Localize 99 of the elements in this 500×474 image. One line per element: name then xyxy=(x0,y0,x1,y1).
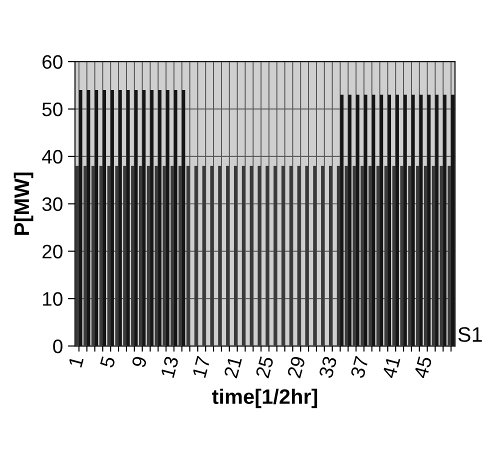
bar xyxy=(435,94,439,346)
bar xyxy=(368,166,372,346)
x-tick-label: 45 xyxy=(414,356,432,379)
bar xyxy=(162,166,166,346)
bar xyxy=(396,94,399,346)
bar xyxy=(102,90,106,346)
x-tick-label: 13 xyxy=(160,356,179,378)
bar xyxy=(305,166,309,346)
y-axis-title: P[MW] xyxy=(14,172,34,235)
y-tick-label: 20 xyxy=(42,244,62,258)
y-tick-label: 30 xyxy=(42,197,62,212)
x-tick-label: 5 xyxy=(100,356,116,368)
x-tick-label: 37 xyxy=(350,356,369,379)
bar xyxy=(443,94,446,346)
bar xyxy=(411,94,415,346)
bar xyxy=(118,90,122,346)
bar xyxy=(99,166,103,346)
bar xyxy=(266,166,269,346)
bar xyxy=(432,166,436,346)
bar xyxy=(142,90,146,346)
bar xyxy=(250,166,254,346)
bar xyxy=(166,90,170,346)
bar xyxy=(364,94,368,346)
bar xyxy=(78,90,82,346)
bar xyxy=(178,166,182,346)
bar xyxy=(84,166,87,346)
bar xyxy=(170,166,174,346)
bar xyxy=(91,166,95,346)
bar xyxy=(146,166,150,346)
bar xyxy=(424,166,428,346)
bar xyxy=(408,166,412,346)
bar xyxy=(194,166,198,346)
x-tick-label: 33 xyxy=(318,356,338,379)
bar xyxy=(182,90,186,346)
bar xyxy=(297,166,301,346)
bar xyxy=(131,166,134,346)
bar xyxy=(336,166,340,346)
bar xyxy=(150,90,154,346)
bar xyxy=(86,90,90,346)
bar xyxy=(281,166,285,346)
bar xyxy=(107,166,111,346)
bar xyxy=(392,166,396,346)
bar xyxy=(126,90,130,346)
bar xyxy=(328,166,332,346)
bar xyxy=(123,166,126,346)
bar xyxy=(76,166,79,346)
bar xyxy=(419,94,423,346)
y-tick-label: 50 xyxy=(42,102,62,116)
x-tick-label: 21 xyxy=(224,356,242,378)
y-tick-label: 0 xyxy=(53,339,62,354)
bar xyxy=(384,166,388,346)
bar xyxy=(348,94,352,346)
bar xyxy=(380,94,384,346)
bar xyxy=(372,94,376,346)
y-tick-label: 40 xyxy=(42,150,62,164)
x-tick-label: 9 xyxy=(131,356,148,368)
bar xyxy=(274,166,277,346)
bar xyxy=(440,166,444,346)
x-tick-label: 29 xyxy=(287,356,306,378)
bar xyxy=(448,166,452,346)
bar xyxy=(321,166,324,346)
x-tick-label: 25 xyxy=(255,356,274,378)
bar xyxy=(138,166,142,346)
bar xyxy=(360,166,364,346)
bar xyxy=(427,94,431,346)
bar xyxy=(400,166,404,346)
bar xyxy=(388,94,392,346)
x-tick-label: 1 xyxy=(68,356,84,368)
y-tick-label: 10 xyxy=(43,292,62,306)
x-axis-title: time[1/2hr] xyxy=(212,388,318,408)
bar xyxy=(340,94,344,346)
series-label: S1 xyxy=(458,327,482,342)
bar xyxy=(134,90,138,346)
bar xyxy=(218,166,222,346)
bar xyxy=(416,166,420,346)
x-tick-label: 17 xyxy=(192,356,210,378)
bar xyxy=(404,94,407,346)
bar xyxy=(356,94,360,346)
bar xyxy=(94,90,98,346)
bar xyxy=(242,166,246,346)
bar xyxy=(174,90,178,346)
bar xyxy=(202,166,206,346)
bar xyxy=(451,94,454,346)
bar xyxy=(154,166,158,346)
bar xyxy=(110,90,114,346)
bar xyxy=(210,166,214,346)
bar xyxy=(258,166,262,346)
bar xyxy=(313,166,316,346)
y-tick-label: 60 xyxy=(42,55,62,69)
bar xyxy=(226,166,230,346)
bar xyxy=(186,166,190,346)
x-tick-label: 41 xyxy=(382,356,400,379)
bar xyxy=(352,166,356,346)
bar xyxy=(376,166,380,346)
bar xyxy=(234,166,238,346)
bar xyxy=(115,166,119,346)
bar xyxy=(344,166,348,346)
bar xyxy=(158,90,162,346)
bar xyxy=(289,166,293,346)
